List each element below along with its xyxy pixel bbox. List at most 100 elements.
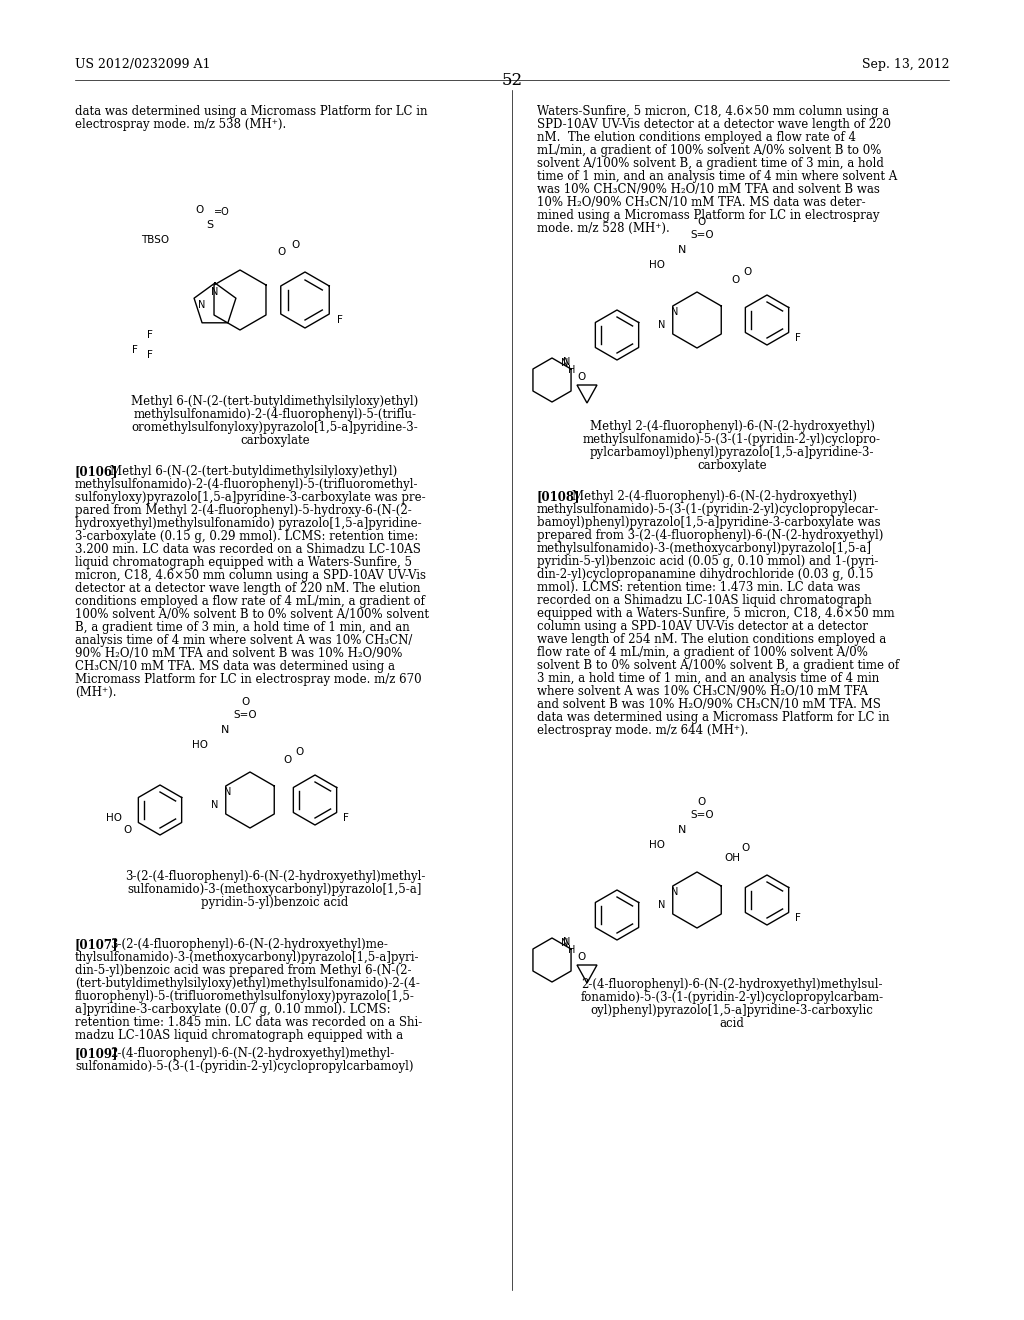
Text: electrospray mode. m/z 644 (MH⁺).: electrospray mode. m/z 644 (MH⁺). <box>537 723 749 737</box>
Text: Waters-Sunfire, 5 micron, C18, 4.6×50 mm column using a: Waters-Sunfire, 5 micron, C18, 4.6×50 mm… <box>537 106 889 117</box>
Text: S: S <box>207 220 214 230</box>
Text: O: O <box>124 825 132 836</box>
Text: oromethylsulfonyloxy)pyrazolo[1,5-a]pyridine-3-: oromethylsulfonyloxy)pyrazolo[1,5-a]pyri… <box>132 421 419 434</box>
Text: prepared from 3-(2-(4-fluorophenyl)-6-(N-(2-hydroxyethyl): prepared from 3-(2-(4-fluorophenyl)-6-(N… <box>537 529 884 543</box>
Text: S=O: S=O <box>233 710 257 719</box>
Text: [0106]: [0106] <box>75 465 119 478</box>
Text: 100% solvent A/0% solvent B to 0% solvent A/100% solvent: 100% solvent A/0% solvent B to 0% solven… <box>75 609 429 620</box>
Text: data was determined using a Micromass Platform for LC in: data was determined using a Micromass Pl… <box>537 711 890 723</box>
Text: N: N <box>561 358 568 368</box>
Text: where solvent A was 10% CH₃CN/90% H₂O/10 mM TFA: where solvent A was 10% CH₃CN/90% H₂O/10… <box>537 685 868 698</box>
Text: (MH⁺).: (MH⁺). <box>75 686 117 700</box>
Text: pyridin-5-yl)benzoic acid: pyridin-5-yl)benzoic acid <box>202 896 348 909</box>
Text: carboxylate: carboxylate <box>697 459 767 473</box>
Text: O: O <box>284 755 292 766</box>
Text: data was determined using a Micromass Platform for LC in: data was determined using a Micromass Pl… <box>75 106 427 117</box>
Text: Methyl 2-(4-fluorophenyl)-6-(N-(2-hydroxyethyl): Methyl 2-(4-fluorophenyl)-6-(N-(2-hydrox… <box>590 420 874 433</box>
Text: methylsulfonamido)-5-(3-(1-(pyridin-2-yl)cyclopropylecar-: methylsulfonamido)-5-(3-(1-(pyridin-2-yl… <box>537 503 880 516</box>
Text: =O: =O <box>214 207 229 216</box>
Text: HO: HO <box>106 813 122 822</box>
Text: fonamido)-5-(3-(1-(pyridin-2-yl)cyclopropylcarbam-: fonamido)-5-(3-(1-(pyridin-2-yl)cyclopro… <box>581 991 884 1005</box>
Text: F: F <box>795 333 801 343</box>
Text: flow rate of 4 mL/min, a gradient of 100% solvent A/0%: flow rate of 4 mL/min, a gradient of 100… <box>537 645 868 659</box>
Text: retention time: 1.845 min. LC data was recorded on a Shi-: retention time: 1.845 min. LC data was r… <box>75 1016 422 1030</box>
Text: O: O <box>196 205 204 215</box>
Text: (tert-butyldimethylsilyloxy)ethyl)methylsulfonamido)-2-(4-: (tert-butyldimethylsilyloxy)ethyl)methyl… <box>75 977 420 990</box>
Text: O: O <box>578 372 586 381</box>
Text: 90% H₂O/10 mM TFA and solvent B was 10% H₂O/90%: 90% H₂O/10 mM TFA and solvent B was 10% … <box>75 647 402 660</box>
Text: sulfonamido)-5-(3-(1-(pyridin-2-yl)cyclopropylcarbamoyl): sulfonamido)-5-(3-(1-(pyridin-2-yl)cyclo… <box>75 1060 414 1073</box>
Text: liquid chromatograph equipped with a Waters-Sunfire, 5: liquid chromatograph equipped with a Wat… <box>75 556 412 569</box>
Text: 3-carboxylate (0.15 g, 0.29 mmol). LCMS: retention time:: 3-carboxylate (0.15 g, 0.29 mmol). LCMS:… <box>75 531 418 543</box>
Text: din-2-yl)cyclopropanamine dihydrochloride (0.03 g, 0.15: din-2-yl)cyclopropanamine dihydrochlorid… <box>537 568 873 581</box>
Text: thylsulfonamido)-3-(methoxycarbonyl)pyrazolo[1,5-a]pyri-: thylsulfonamido)-3-(methoxycarbonyl)pyra… <box>75 950 420 964</box>
Text: sulfonamido)-3-(methoxycarbonyl)pyrazolo[1,5-a]: sulfonamido)-3-(methoxycarbonyl)pyrazolo… <box>128 883 422 896</box>
Text: methylsulfonamido)-2-(4-fluorophenyl)-5-(triflu-: methylsulfonamido)-2-(4-fluorophenyl)-5-… <box>133 408 417 421</box>
Text: N: N <box>561 939 568 948</box>
Text: F: F <box>132 345 138 355</box>
Text: H: H <box>568 366 575 375</box>
Text: OH: OH <box>724 853 740 863</box>
Text: Methyl 2-(4-fluorophenyl)-6-(N-(2-hydroxyethyl): Methyl 2-(4-fluorophenyl)-6-(N-(2-hydrox… <box>572 490 857 503</box>
Text: detector at a detector wave length of 220 nM. The elution: detector at a detector wave length of 22… <box>75 582 421 595</box>
Text: pylcarbamoyl)phenyl)pyrazolo[1,5-a]pyridine-3-: pylcarbamoyl)phenyl)pyrazolo[1,5-a]pyrid… <box>590 446 874 459</box>
Text: sulfonyloxy)pyrazolo[1,5-a]pyridine-3-carboxylate was pre-: sulfonyloxy)pyrazolo[1,5-a]pyridine-3-ca… <box>75 491 426 504</box>
Text: TBSO: TBSO <box>141 235 169 246</box>
Text: N: N <box>672 308 679 317</box>
Text: B, a gradient time of 3 min, a hold time of 1 min, and an: B, a gradient time of 3 min, a hold time… <box>75 620 410 634</box>
Text: madzu LC-10AS liquid chromatograph equipped with a: madzu LC-10AS liquid chromatograph equip… <box>75 1030 403 1041</box>
Text: was 10% CH₃CN/90% H₂O/10 mM TFA and solvent B was: was 10% CH₃CN/90% H₂O/10 mM TFA and solv… <box>537 183 880 195</box>
Text: solvent B to 0% solvent A/100% solvent B, a gradient time of: solvent B to 0% solvent A/100% solvent B… <box>537 659 899 672</box>
Text: F: F <box>337 315 343 325</box>
Text: N: N <box>199 300 206 310</box>
Text: bamoyl)phenyl)pyrazolo[1,5-a]pyridine-3-carboxylate was: bamoyl)phenyl)pyrazolo[1,5-a]pyridine-3-… <box>537 516 881 529</box>
Text: recorded on a Shimadzu LC-10AS liquid chromatograph: recorded on a Shimadzu LC-10AS liquid ch… <box>537 594 871 607</box>
Text: SPD-10AV UV-Vis detector at a detector wave length of 220: SPD-10AV UV-Vis detector at a detector w… <box>537 117 891 131</box>
Text: methylsulfonamido)-5-(3-(1-(pyridin-2-yl)cyclopro-: methylsulfonamido)-5-(3-(1-(pyridin-2-yl… <box>583 433 881 446</box>
Text: oyl)phenyl)pyrazolo[1,5-a]pyridine-3-carboxylic: oyl)phenyl)pyrazolo[1,5-a]pyridine-3-car… <box>591 1005 873 1016</box>
Text: N: N <box>678 246 686 255</box>
Text: 3-(2-(4-fluorophenyl)-6-(N-(2-hydroxyethyl)methyl-: 3-(2-(4-fluorophenyl)-6-(N-(2-hydroxyeth… <box>125 870 425 883</box>
Text: 3-(2-(4-fluorophenyl)-6-(N-(2-hydroxyethyl)me-: 3-(2-(4-fluorophenyl)-6-(N-(2-hydroxyeth… <box>110 939 388 950</box>
Text: O: O <box>741 843 750 853</box>
Text: equipped with a Waters-Sunfire, 5 micron, C18, 4.6×50 mm: equipped with a Waters-Sunfire, 5 micron… <box>537 607 895 620</box>
Text: methylsulfonamido)-3-(methoxycarbonyl)pyrazolo[1,5-a]: methylsulfonamido)-3-(methoxycarbonyl)py… <box>537 543 872 554</box>
Text: [0108]: [0108] <box>537 490 581 503</box>
Text: nM.  The elution conditions employed a flow rate of 4: nM. The elution conditions employed a fl… <box>537 131 856 144</box>
Text: 3 min, a hold time of 1 min, and an analysis time of 4 min: 3 min, a hold time of 1 min, and an anal… <box>537 672 880 685</box>
Text: pared from Methyl 2-(4-fluorophenyl)-5-hydroxy-6-(N-(2-: pared from Methyl 2-(4-fluorophenyl)-5-h… <box>75 504 412 517</box>
Text: S=O: S=O <box>690 810 714 820</box>
Text: [0107]: [0107] <box>75 939 119 950</box>
Text: and solvent B was 10% H₂O/90% CH₃CN/10 mM TFA. MS: and solvent B was 10% H₂O/90% CH₃CN/10 m… <box>537 698 881 711</box>
Text: Methyl 6-(N-(2-(tert-butyldimethylsilyloxy)ethyl): Methyl 6-(N-(2-(tert-butyldimethylsilylo… <box>131 395 419 408</box>
Text: N: N <box>224 787 231 797</box>
Text: column using a SPD-10AV UV-Vis detector at a detector: column using a SPD-10AV UV-Vis detector … <box>537 620 868 634</box>
Text: 2-(4-fluorophenyl)-6-(N-(2-hydroxyethyl)methyl-: 2-(4-fluorophenyl)-6-(N-(2-hydroxyethyl)… <box>110 1047 394 1060</box>
Text: HO: HO <box>649 840 665 850</box>
Text: micron, C18, 4.6×50 mm column using a SPD-10AV UV-Vis: micron, C18, 4.6×50 mm column using a SP… <box>75 569 426 582</box>
Text: Sep. 13, 2012: Sep. 13, 2012 <box>861 58 949 71</box>
Text: N: N <box>563 356 570 367</box>
Text: mL/min, a gradient of 100% solvent A/0% solvent B to 0%: mL/min, a gradient of 100% solvent A/0% … <box>537 144 882 157</box>
Text: mode. m/z 528 (MH⁺).: mode. m/z 528 (MH⁺). <box>537 222 670 235</box>
Text: O: O <box>241 697 249 708</box>
Text: 10% H₂O/90% CH₃CN/10 mM TFA. MS data was deter-: 10% H₂O/90% CH₃CN/10 mM TFA. MS data was… <box>537 195 865 209</box>
Text: O: O <box>278 247 286 257</box>
Text: pyridin-5-yl)benzoic acid (0.05 g, 0.10 mmol) and 1-(pyri-: pyridin-5-yl)benzoic acid (0.05 g, 0.10 … <box>537 554 879 568</box>
Text: F: F <box>147 350 153 360</box>
Text: mmol). LCMS: retention time: 1.473 min. LC data was: mmol). LCMS: retention time: 1.473 min. … <box>537 581 860 594</box>
Text: N: N <box>672 887 679 898</box>
Text: electrospray mode. m/z 538 (MH⁺).: electrospray mode. m/z 538 (MH⁺). <box>75 117 287 131</box>
Text: [0109]: [0109] <box>75 1047 119 1060</box>
Text: HO: HO <box>193 741 208 750</box>
Text: N: N <box>563 937 570 946</box>
Text: O: O <box>742 267 752 277</box>
Text: 3.200 min. LC data was recorded on a Shimadzu LC-10AS: 3.200 min. LC data was recorded on a Shi… <box>75 543 421 556</box>
Text: 2-(4-fluorophenyl)-6-(N-(2-hydroxyethyl)methylsul-: 2-(4-fluorophenyl)-6-(N-(2-hydroxyethyl)… <box>582 978 883 991</box>
Text: Micromass Platform for LC in electrospray mode. m/z 670: Micromass Platform for LC in electrospra… <box>75 673 422 686</box>
Text: N: N <box>211 800 219 810</box>
Text: US 2012/0232099 A1: US 2012/0232099 A1 <box>75 58 211 71</box>
Text: O: O <box>698 216 707 227</box>
Text: wave length of 254 nM. The elution conditions employed a: wave length of 254 nM. The elution condi… <box>537 634 886 645</box>
Text: O: O <box>296 747 304 756</box>
